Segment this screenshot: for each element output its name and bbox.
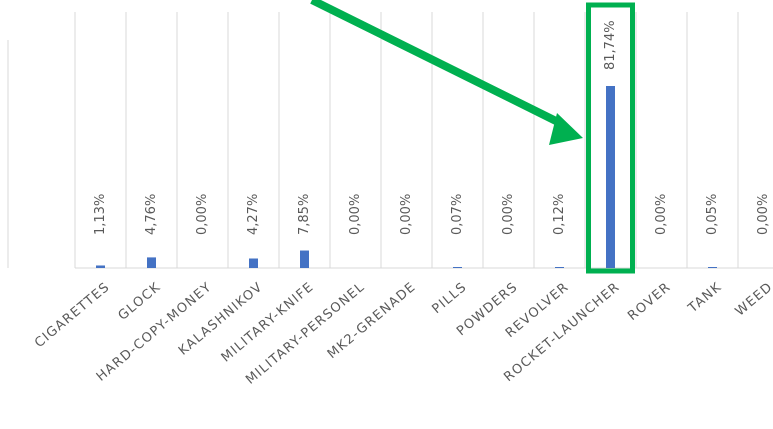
highlight-arrow [310,0,583,145]
highlight-box [586,2,635,274]
category-label: WEED [733,280,773,320]
category-label: MILITARY-KNIFE [219,280,317,366]
data-label: 0,00% [399,194,414,235]
data-label: 0,00% [501,194,516,235]
bar-revolver [555,267,564,268]
bar-military-knife [300,250,309,268]
data-label: 0,00% [195,194,210,235]
data-label: 0,05% [705,194,720,235]
bar-tank [708,267,717,268]
data-labels: 1,13% 4,76% 0,00% 4,27% 7,85% 0,00% 0,00% 0,07%… [93,20,771,235]
gridlines [74,12,739,268]
category-label: CIGARETTES [32,280,113,351]
bars [96,86,717,268]
arrow-shaft [310,0,564,128]
category-label: PILLS [429,280,470,317]
category-labels: CIGARETTES GLOCKHARD-COPY-MONEYKALASHNIKO… [32,280,773,388]
category-label: TANK [685,280,725,317]
data-label: 0,00% [756,194,771,235]
data-label: 0,12% [552,194,567,235]
data-label: 4,27% [246,194,261,235]
bar-glock [147,257,156,268]
data-label: 1,13% [93,194,108,235]
category-label: KALASHNIKOV [176,280,266,359]
category-label: GLOCK [116,280,164,324]
bar-pills [453,267,462,268]
category-label: ROVER [625,280,674,324]
data-label: 0,07% [450,194,465,235]
data-label: 81,74% [603,20,618,70]
bar-kalashnikov [249,258,258,268]
bar-rocket-launcher [606,86,615,268]
data-label: 0,00% [348,194,363,235]
data-label: 0,00% [654,194,669,235]
category-label: MK2-GRENADE [325,280,419,363]
arrow-head [549,113,583,145]
data-label: 7,85% [297,194,312,235]
bar-cigarettes [96,265,105,268]
data-label: 4,76% [144,194,159,235]
